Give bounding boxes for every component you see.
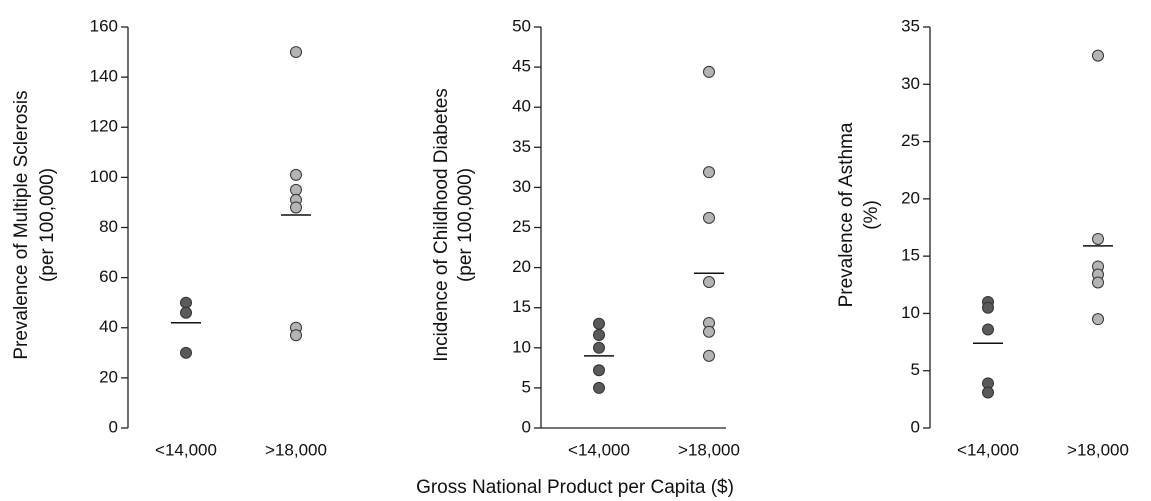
data-point xyxy=(703,211,715,224)
y-tick-label: 40 xyxy=(512,97,531,116)
data-point xyxy=(1092,313,1104,326)
y-tick-label: 20 xyxy=(901,188,920,207)
data-point xyxy=(1092,232,1104,245)
y-axis-label: Prevalence of Multiple Sclerosis xyxy=(11,90,32,359)
data-point xyxy=(593,364,605,377)
data-point xyxy=(982,323,994,336)
y-axis-label: Incidence of Childhood Diabetes xyxy=(431,88,452,362)
y-tick-label: 25 xyxy=(512,217,531,236)
y-tick-label: 30 xyxy=(901,74,920,93)
x-tick-label: <14,000 xyxy=(155,440,217,459)
y-tick-label: 40 xyxy=(99,317,118,336)
data-point xyxy=(982,301,994,314)
y-tick-label: 160 xyxy=(90,16,118,35)
y-axis-label: (%) xyxy=(861,200,882,230)
y-tick-label: 0 xyxy=(109,417,118,436)
data-point xyxy=(1092,49,1104,62)
y-tick-label: 30 xyxy=(512,177,531,196)
y-tick-label: 140 xyxy=(90,67,118,86)
data-point xyxy=(180,346,192,359)
x-tick-label: <14,000 xyxy=(957,440,1019,459)
y-tick-label: 20 xyxy=(99,367,118,386)
data-point xyxy=(180,306,192,319)
data-point xyxy=(703,325,715,338)
y-tick-label: 100 xyxy=(90,167,118,186)
y-tick-label: 10 xyxy=(901,303,920,322)
data-point xyxy=(290,183,302,196)
data-point xyxy=(290,329,302,342)
data-point xyxy=(290,168,302,181)
y-tick-label: 80 xyxy=(99,217,118,236)
y-axis-label: (per 100,000) xyxy=(37,168,58,282)
data-point xyxy=(703,276,715,289)
y-tick-label: 25 xyxy=(901,131,920,150)
x-tick-label: >18,000 xyxy=(265,440,327,459)
y-tick-label: 60 xyxy=(99,267,118,286)
y-tick-label: 10 xyxy=(512,337,531,356)
y-axis-label: (per 100,000) xyxy=(455,168,476,282)
data-point xyxy=(982,386,994,399)
y-tick-label: 50 xyxy=(512,16,531,35)
x-tick-label: <14,000 xyxy=(568,440,630,459)
x-tick-label: >18,000 xyxy=(678,440,740,459)
data-point xyxy=(593,328,605,341)
data-point xyxy=(290,201,302,214)
y-tick-label: 0 xyxy=(911,417,920,436)
y-tick-label: 15 xyxy=(512,297,531,316)
data-point xyxy=(703,65,715,78)
y-tick-label: 20 xyxy=(512,257,531,276)
y-tick-label: 0 xyxy=(522,417,531,436)
data-point xyxy=(593,341,605,354)
x-axis-label: Gross National Product per Capita ($) xyxy=(416,477,734,498)
data-point xyxy=(593,317,605,330)
y-tick-label: 5 xyxy=(911,360,920,379)
x-tick-label: >18,000 xyxy=(1067,440,1129,459)
y-tick-label: 45 xyxy=(512,57,531,76)
data-point xyxy=(703,349,715,362)
y-tick-label: 15 xyxy=(901,246,920,265)
data-point xyxy=(180,296,192,309)
y-tick-label: 35 xyxy=(512,137,531,156)
y-tick-label: 35 xyxy=(901,16,920,35)
y-tick-label: 120 xyxy=(90,117,118,136)
y-axis-label: Prevalence of Asthma xyxy=(836,122,857,307)
data-point xyxy=(1092,276,1104,289)
data-point xyxy=(290,46,302,59)
y-tick-label: 5 xyxy=(522,377,531,396)
data-point xyxy=(703,166,715,179)
data-point xyxy=(593,381,605,394)
